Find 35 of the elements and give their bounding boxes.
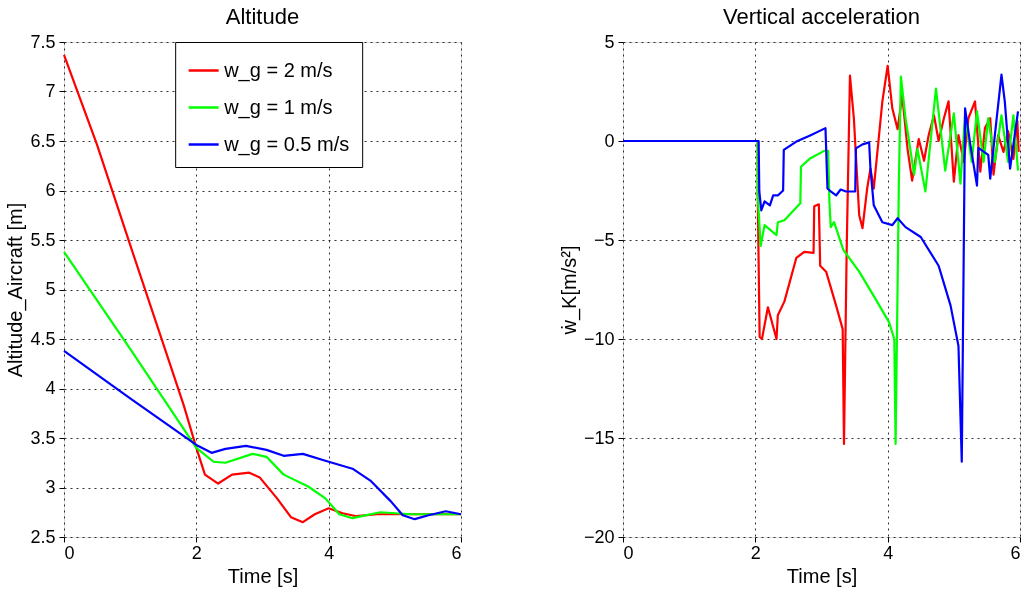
y-tick-label: −20 <box>583 526 615 547</box>
y-tick-label: 3 <box>45 477 56 497</box>
legend-label: w_g = 2 m/s <box>223 58 333 82</box>
y-axis-title: ẇ_K[m/s²] <box>557 245 581 336</box>
y-tick-label: 4.5 <box>30 328 56 349</box>
y-tick-label: −10 <box>583 328 615 349</box>
y-tick-label: 0 <box>604 130 615 151</box>
x-axis-title: Time [s] <box>786 564 858 587</box>
y-tick-label: 6 <box>45 180 56 200</box>
x-tick-label: 2 <box>191 542 202 563</box>
x-tick-label: 6 <box>451 542 462 563</box>
y-tick-label: 5.5 <box>30 229 56 250</box>
chart-title: Vertical acceleration <box>723 4 920 29</box>
y-tick-label: 2.5 <box>30 526 56 547</box>
x-tick-label: 0 <box>623 542 634 563</box>
legend-label: w_g = 1 m/s <box>223 95 333 119</box>
x-tick-label: 4 <box>324 542 335 563</box>
x-tick-label: 0 <box>64 542 75 563</box>
y-tick-label: 4 <box>45 378 56 398</box>
y-tick-label: −5 <box>593 229 615 250</box>
y-tick-label: −15 <box>583 427 615 448</box>
x-tick-label: 4 <box>883 542 894 563</box>
x-tick-label: 2 <box>750 542 761 563</box>
y-tick-label: 3.5 <box>30 427 56 448</box>
line-series <box>62 349 463 521</box>
x-tick-label: 6 <box>1010 542 1021 563</box>
y-tick-label: 7 <box>45 81 56 101</box>
y-tick-label: 5 <box>45 279 56 299</box>
chart-title: Altitude <box>225 4 300 29</box>
y-tick-label: 6.5 <box>30 130 56 151</box>
y-axis-title: Altitude_Aircraft [m] <box>4 202 28 378</box>
y-tick-label: 5 <box>604 31 615 52</box>
legend-label: w_g = 0.5 m/s <box>223 132 350 156</box>
x-axis-title: Time [s] <box>227 564 299 587</box>
y-tick-label: 7.5 <box>30 31 56 52</box>
